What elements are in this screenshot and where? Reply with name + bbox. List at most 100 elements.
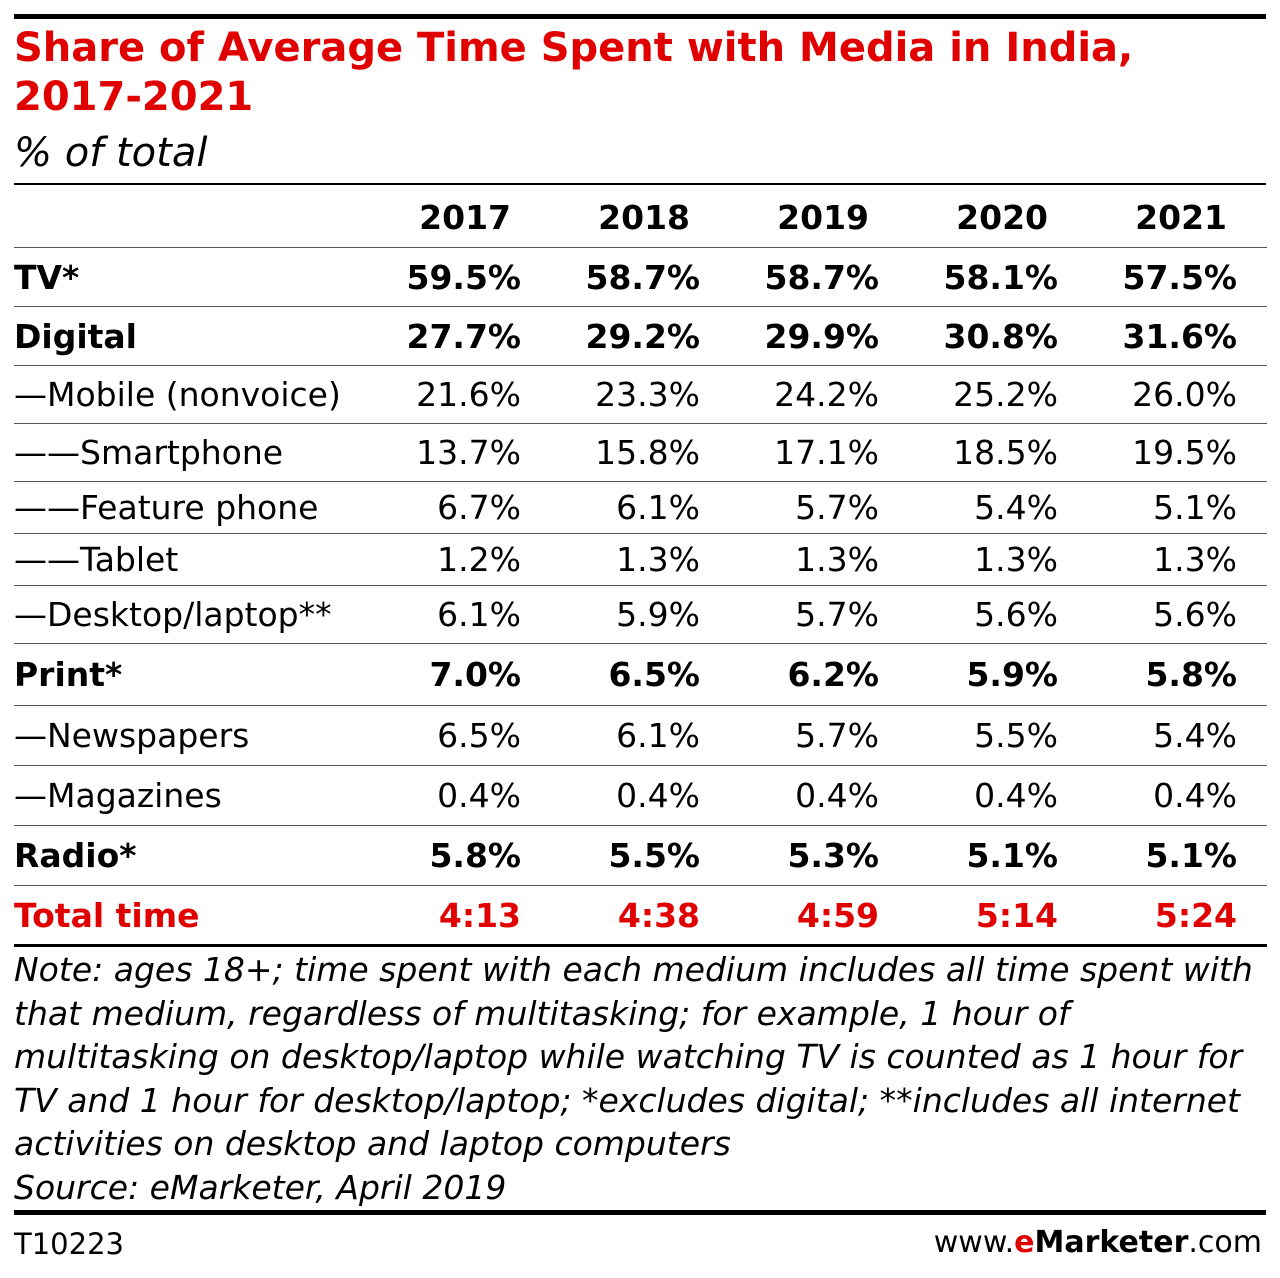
cell-2019: 1.3%	[730, 533, 909, 586]
cell-2020: 0.4%	[909, 765, 1088, 826]
cell-2020: 25.2%	[909, 365, 1088, 424]
chart-id: T10223	[14, 1227, 124, 1261]
cell-2021: 1.3%	[1088, 533, 1267, 586]
cell-2021: 5.8%	[1088, 643, 1267, 706]
cell-2020: 58.1%	[909, 247, 1088, 307]
cell-2019: 6.2%	[730, 643, 909, 706]
brand-suffix: .com	[1188, 1225, 1262, 1260]
table-row: TV* 59.5% 58.7% 58.7% 58.1% 57.5%	[14, 247, 1267, 307]
column-header-2021: 2021	[1088, 188, 1267, 248]
cell-2019: 5.3%	[730, 825, 909, 886]
note-text: Note: ages 18+; time spent with each med…	[14, 950, 1253, 1163]
cell-2018: 5.5%	[551, 825, 730, 886]
row-label: Total time	[14, 885, 372, 947]
cell-2019: 0.4%	[730, 765, 909, 826]
cell-2021: 5.1%	[1088, 481, 1267, 534]
cell-2021: 5.4%	[1088, 705, 1267, 766]
cell-2019: 24.2%	[730, 365, 909, 424]
cell-2017: 6.5%	[372, 705, 551, 766]
cell-2017: 27.7%	[372, 306, 551, 366]
row-label: ——Feature phone	[14, 481, 372, 534]
cell-2019: 17.1%	[730, 423, 909, 482]
cell-2019: 5.7%	[730, 585, 909, 644]
cell-2019: 58.7%	[730, 247, 909, 307]
cell-2017: 0.4%	[372, 765, 551, 826]
cell-2021: 5.1%	[1088, 825, 1267, 886]
table-row: ——Smartphone 13.7% 15.8% 17.1% 18.5% 19.5%	[14, 423, 1267, 482]
data-table: 2017 2018 2019 2020 2021 TV* 59.5% 58.7% 58…	[14, 188, 1267, 947]
cell-2021: 57.5%	[1088, 247, 1267, 307]
cell-2017: 21.6%	[372, 365, 551, 424]
column-header-2018: 2018	[551, 188, 730, 248]
row-label: TV*	[14, 247, 372, 307]
cell-2019: 5.7%	[730, 705, 909, 766]
cell-2020: 5.9%	[909, 643, 1088, 706]
note-block: Note: ages 18+; time spent with each med…	[14, 948, 1266, 1209]
bottom-rule	[14, 1210, 1266, 1215]
cell-2018: 6.1%	[551, 705, 730, 766]
column-header-2017: 2017	[372, 188, 551, 248]
cell-2017: 4:13	[372, 885, 551, 947]
cell-2020: 18.5%	[909, 423, 1088, 482]
row-label: —Magazines	[14, 765, 372, 826]
emarketer-logo: www.eMarketer.com	[934, 1224, 1262, 1262]
row-label: ——Smartphone	[14, 423, 372, 482]
cell-2018: 5.9%	[551, 585, 730, 644]
table-row: —Mobile (nonvoice) 21.6% 23.3% 24.2% 25.2% 26…	[14, 365, 1267, 424]
cell-2018: 15.8%	[551, 423, 730, 482]
table-body: TV* 59.5% 58.7% 58.7% 58.1% 57.5% Digital 27.7%…	[14, 247, 1267, 947]
cell-2020: 5.4%	[909, 481, 1088, 534]
cell-2017: 13.7%	[372, 423, 551, 482]
top-rule	[14, 14, 1266, 19]
row-label: —Mobile (nonvoice)	[14, 365, 372, 424]
cell-2019: 4:59	[730, 885, 909, 947]
cell-2020: 5:14	[909, 885, 1088, 947]
row-label: Print*	[14, 643, 372, 706]
cell-2020: 5.1%	[909, 825, 1088, 886]
cell-2021: 5:24	[1088, 885, 1267, 947]
cell-2021: 31.6%	[1088, 306, 1267, 366]
cell-2017: 7.0%	[372, 643, 551, 706]
table-row: ——Tablet 1.2% 1.3% 1.3% 1.3% 1.3%	[14, 533, 1267, 586]
cell-2021: 19.5%	[1088, 423, 1267, 482]
title-line-2: 2017-2021	[14, 74, 254, 120]
cell-2018: 6.1%	[551, 481, 730, 534]
title-line-1: Share of Average Time Spent with Media i…	[14, 25, 1134, 71]
cell-2021: 0.4%	[1088, 765, 1267, 826]
brand-prefix: www.	[933, 1225, 1015, 1260]
cell-2018: 0.4%	[551, 765, 730, 826]
cell-2019: 5.7%	[730, 481, 909, 534]
header-row: 2017 2018 2019 2020 2021	[14, 188, 1267, 248]
cell-2018: 23.3%	[551, 365, 730, 424]
column-header-2019: 2019	[730, 188, 909, 248]
cell-2018: 29.2%	[551, 306, 730, 366]
cell-2021: 26.0%	[1088, 365, 1267, 424]
brand-e: e	[1014, 1225, 1035, 1260]
table-row: Digital 27.7% 29.2% 29.9% 30.8% 31.6%	[14, 306, 1267, 366]
cell-2018: 1.3%	[551, 533, 730, 586]
table-row: Radio* 5.8% 5.5% 5.3% 5.1% 5.1%	[14, 825, 1267, 886]
cell-2018: 4:38	[551, 885, 730, 947]
cell-2020: 5.6%	[909, 585, 1088, 644]
title-rule	[14, 183, 1266, 185]
cell-2020: 30.8%	[909, 306, 1088, 366]
cell-2017: 6.1%	[372, 585, 551, 644]
row-label: ——Tablet	[14, 533, 372, 586]
row-label: Radio*	[14, 825, 372, 886]
cell-2018: 58.7%	[551, 247, 730, 307]
cell-2020: 5.5%	[909, 705, 1088, 766]
cell-2019: 29.9%	[730, 306, 909, 366]
brand-name: Marketer	[1034, 1225, 1189, 1260]
table-row: Total time 4:13 4:38 4:59 5:14 5:24	[14, 885, 1267, 947]
header-label-cell	[14, 188, 372, 248]
table-row: —Newspapers 6.5% 6.1% 5.7% 5.5% 5.4%	[14, 705, 1267, 766]
table-row: —Magazines 0.4% 0.4% 0.4% 0.4% 0.4%	[14, 765, 1267, 826]
table-row: ——Feature phone 6.7% 6.1% 5.7% 5.4% 5.1%	[14, 481, 1267, 534]
cell-2017: 1.2%	[372, 533, 551, 586]
row-label: —Desktop/laptop**	[14, 585, 372, 644]
cell-2020: 1.3%	[909, 533, 1088, 586]
chart-title: Share of Average Time Spent with Media i…	[14, 24, 1266, 122]
row-label: —Newspapers	[14, 705, 372, 766]
row-label: Digital	[14, 306, 372, 366]
table-row: Print* 7.0% 6.5% 6.2% 5.9% 5.8%	[14, 643, 1267, 706]
